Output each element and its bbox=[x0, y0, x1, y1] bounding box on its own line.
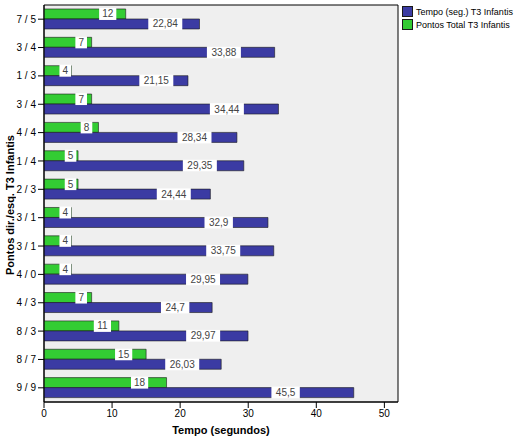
svg-text:24,44: 24,44 bbox=[161, 189, 186, 200]
svg-text:33,75: 33,75 bbox=[211, 245, 236, 256]
svg-text:2 / 3: 2 / 3 bbox=[17, 184, 37, 195]
svg-text:1 / 4: 1 / 4 bbox=[17, 156, 37, 167]
svg-text:Tempo (segundos): Tempo (segundos) bbox=[172, 424, 270, 436]
svg-text:Pontos dir./esq. T3 Infantis: Pontos dir./esq. T3 Infantis bbox=[8, 135, 16, 275]
svg-text:3 / 1: 3 / 1 bbox=[17, 212, 37, 223]
svg-text:7 / 5: 7 / 5 bbox=[17, 14, 37, 25]
svg-text:29,97: 29,97 bbox=[191, 330, 216, 341]
svg-text:4: 4 bbox=[62, 65, 68, 76]
svg-text:32,9: 32,9 bbox=[209, 217, 229, 228]
svg-text:29,95: 29,95 bbox=[191, 274, 216, 285]
svg-text:4 / 3: 4 / 3 bbox=[17, 297, 37, 308]
svg-text:8 / 7: 8 / 7 bbox=[17, 354, 37, 365]
svg-text:4: 4 bbox=[62, 264, 68, 275]
svg-text:4 / 0: 4 / 0 bbox=[17, 269, 37, 280]
svg-text:4: 4 bbox=[62, 207, 68, 218]
svg-text:33,88: 33,88 bbox=[211, 47, 236, 58]
svg-text:21,15: 21,15 bbox=[144, 75, 169, 86]
svg-text:5: 5 bbox=[68, 179, 74, 190]
svg-text:8: 8 bbox=[84, 122, 90, 133]
svg-text:9 / 9: 9 / 9 bbox=[17, 382, 37, 393]
svg-text:29,35: 29,35 bbox=[187, 160, 212, 171]
svg-text:30: 30 bbox=[243, 408, 255, 419]
svg-text:15: 15 bbox=[118, 349, 130, 360]
svg-text:3 / 1: 3 / 1 bbox=[17, 241, 37, 252]
html-text:Tempo (seg.) T3 Infantis: Tempo (seg.) T3 Infantis bbox=[416, 6, 513, 17]
svg-text:50: 50 bbox=[379, 408, 391, 419]
html-text:Pontos Total T3 Infantis: Pontos Total T3 Infantis bbox=[416, 19, 510, 30]
svg-text:12: 12 bbox=[102, 8, 114, 19]
svg-text:3 / 4: 3 / 4 bbox=[17, 99, 37, 110]
svg-text:4: 4 bbox=[62, 235, 68, 246]
svg-text:45,5: 45,5 bbox=[276, 387, 296, 398]
svg-text:28,34: 28,34 bbox=[182, 132, 207, 143]
svg-text:8 / 3: 8 / 3 bbox=[17, 326, 37, 337]
svg-text:11: 11 bbox=[97, 320, 108, 331]
svg-text:7: 7 bbox=[78, 37, 84, 48]
svg-text:4 / 4: 4 / 4 bbox=[17, 127, 37, 138]
svg-text:20: 20 bbox=[175, 408, 187, 419]
svg-text:7: 7 bbox=[78, 94, 84, 105]
svg-text:3 / 4: 3 / 4 bbox=[17, 42, 37, 53]
svg-text:1 / 3: 1 / 3 bbox=[17, 70, 37, 81]
svg-text:0: 0 bbox=[41, 408, 47, 419]
svg-text:26,03: 26,03 bbox=[170, 359, 195, 370]
svg-text:7: 7 bbox=[78, 292, 84, 303]
svg-text:18: 18 bbox=[134, 377, 146, 388]
svg-text:22,84: 22,84 bbox=[153, 18, 178, 29]
svg-text:10: 10 bbox=[107, 408, 119, 419]
svg-text:34,44: 34,44 bbox=[214, 104, 239, 115]
svg-text:24,7: 24,7 bbox=[165, 302, 185, 313]
svg-text:5: 5 bbox=[68, 150, 74, 161]
svg-text:40: 40 bbox=[311, 408, 323, 419]
